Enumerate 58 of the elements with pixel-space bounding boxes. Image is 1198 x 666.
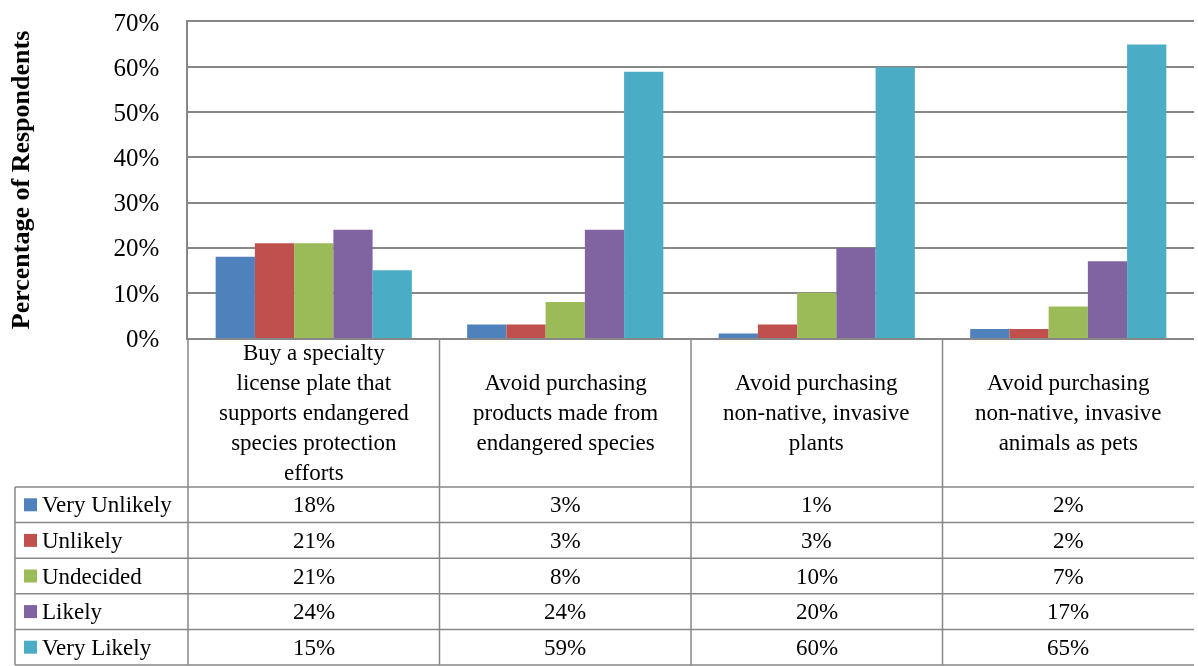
x-tick-label: Avoid purchasing non-native, invasive animals as pets: [975, 370, 1162, 455]
y-tick-label: 60%: [113, 53, 160, 81]
bar: [718, 333, 758, 338]
bar: [624, 71, 664, 338]
data-label: 8%: [550, 564, 581, 589]
y-tick-label: 20%: [113, 234, 160, 262]
bar: [1009, 328, 1049, 338]
bar: [254, 243, 295, 338]
data-label: 17%: [1047, 599, 1090, 624]
bar: [1048, 306, 1088, 338]
data-label: 20%: [796, 599, 839, 624]
data-label: 1%: [801, 492, 832, 517]
bar: [584, 229, 625, 338]
legend-label: Undecided: [42, 564, 143, 589]
data-label: 24%: [544, 599, 587, 624]
bar: [372, 270, 412, 338]
bar: [333, 229, 373, 338]
data-label: 59%: [544, 635, 587, 660]
y-tick-label: 10%: [113, 279, 160, 307]
data-label: 21%: [293, 564, 336, 589]
bar: [875, 67, 915, 338]
data-label: 18%: [293, 492, 336, 517]
data-label: 65%: [1047, 635, 1090, 660]
y-axis-title: Percentage of Respondents: [6, 30, 36, 330]
y-tick-label: 30%: [113, 189, 160, 217]
data-label: 60%: [796, 635, 839, 660]
y-tick-label: 70%: [113, 8, 160, 36]
x-tick-label: Buy a specialty license plate that supports endangered species protection efforts: [219, 340, 410, 485]
bar: [797, 292, 837, 338]
x-tick-label: Avoid purchasing non-native, invasive plants: [723, 370, 910, 455]
bar: [757, 324, 798, 338]
bar: [506, 324, 546, 338]
data-label: 3%: [550, 528, 581, 553]
legend-label: Very Likely: [42, 635, 152, 660]
bar: [545, 301, 585, 338]
data-label: 3%: [550, 492, 581, 517]
bar: [294, 243, 334, 338]
y-tick-label: 50%: [113, 99, 160, 127]
y-tick-label: 0%: [125, 324, 160, 352]
data-label: 3%: [801, 528, 832, 553]
bar: [836, 247, 876, 338]
legend-label: Very Unlikely: [42, 492, 173, 517]
data-label: 15%: [293, 635, 336, 660]
bar: [970, 328, 1010, 338]
x-tick-label: Avoid purchasing products made from endangered species: [473, 370, 659, 455]
bar: [215, 256, 255, 338]
data-label: 21%: [293, 528, 336, 553]
data-label: 24%: [293, 599, 336, 624]
bar: [1127, 44, 1167, 338]
bar: [1087, 261, 1128, 338]
data-label: 2%: [1053, 492, 1084, 517]
legend-label: Unlikely: [42, 528, 123, 553]
y-tick-label: 40%: [113, 144, 160, 172]
bar: [467, 324, 507, 338]
data-label: 7%: [1053, 564, 1084, 589]
data-label: 10%: [796, 564, 839, 589]
legend-label: Likely: [42, 599, 103, 624]
data-label: 2%: [1053, 528, 1084, 553]
